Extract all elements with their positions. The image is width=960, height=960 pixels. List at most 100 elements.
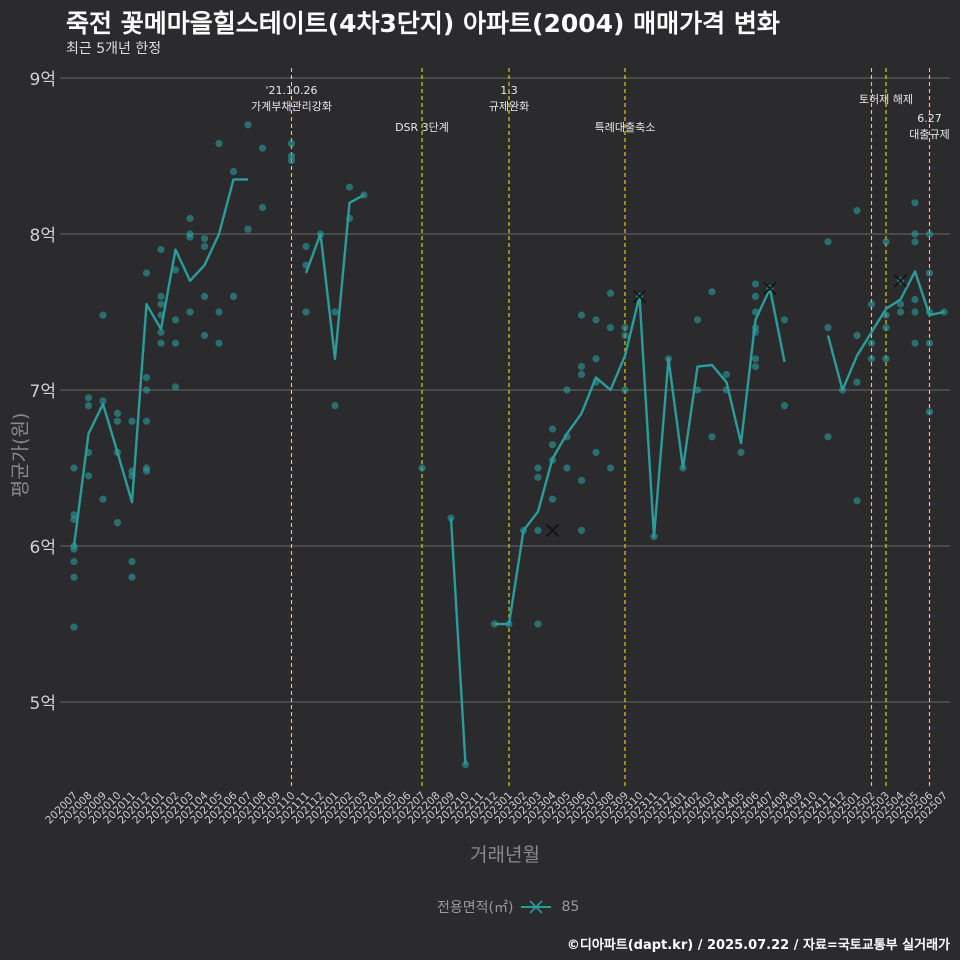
transaction-point <box>577 363 586 371</box>
transaction-point <box>157 328 165 336</box>
transaction-point <box>896 300 905 308</box>
transaction-point <box>200 242 209 251</box>
transaction-point <box>751 355 760 363</box>
event-label: 토허제 해제 <box>859 92 913 106</box>
cross-marker <box>545 523 560 537</box>
transaction-point <box>621 386 629 394</box>
transaction-point <box>200 292 209 300</box>
transaction-point <box>84 394 93 402</box>
transaction-point <box>911 308 919 316</box>
transaction-point <box>331 308 339 316</box>
transaction-point <box>693 386 702 394</box>
transaction-point <box>911 199 919 207</box>
transaction-point <box>882 324 890 332</box>
transaction-point <box>911 339 919 347</box>
transaction-point <box>142 386 151 394</box>
transaction-point <box>577 370 586 378</box>
transaction-point <box>708 433 716 441</box>
transaction-point <box>722 370 731 378</box>
grid-layer <box>60 77 950 703</box>
transaction-point <box>157 300 165 308</box>
transaction-point <box>142 417 151 425</box>
transaction-point <box>171 383 180 391</box>
transaction-point <box>824 238 832 246</box>
transaction-point <box>548 425 557 433</box>
cross-marker <box>763 282 777 296</box>
event-label: '21.10.26 <box>265 84 317 97</box>
transaction-point <box>853 331 861 339</box>
transaction-point <box>911 230 919 238</box>
transaction-point <box>70 623 78 631</box>
chart-subtitle: 최근 5개년 한정 <box>66 41 162 57</box>
transaction-point <box>113 409 122 417</box>
transaction-point <box>171 339 180 347</box>
transaction-point <box>824 324 832 332</box>
transaction-point <box>592 316 600 324</box>
source-footer: ©디아파트(dapt.kr) / 2025.07.22 / 자료=국토교통부 실… <box>566 938 950 953</box>
transaction-point <box>606 289 615 297</box>
transaction-point <box>345 183 354 191</box>
transaction-point <box>418 464 426 472</box>
transaction-point <box>128 417 136 425</box>
y-tick-label: 6억 <box>30 538 56 558</box>
legend-key-icon <box>521 900 552 914</box>
y-tick-labels: 5억 6억 7억 8억 9억 <box>30 70 56 714</box>
chart-title: 죽전 꽃메마을힐스테이트(4차3단지) 아파트(2004) 매매가격 변화 <box>66 9 780 38</box>
transaction-point <box>925 339 934 347</box>
y-tick-label: 9억 <box>30 70 56 90</box>
transaction-point <box>867 339 876 347</box>
transaction-point <box>780 402 789 410</box>
average-price-line <box>494 287 786 626</box>
average-price-line <box>72 178 248 547</box>
transaction-point <box>592 355 600 363</box>
transaction-point <box>592 448 600 456</box>
transaction-point <box>186 308 194 316</box>
average-price-line <box>304 193 365 360</box>
transaction-point <box>157 292 165 300</box>
event-label: 규제완화 <box>489 100 529 113</box>
transaction-point <box>128 573 136 581</box>
transaction-point <box>186 214 194 222</box>
transaction-point <box>302 242 310 251</box>
transaction-point <box>751 363 760 371</box>
transaction-point <box>331 402 339 410</box>
event-label: 특례대출축소 <box>595 121 656 134</box>
transaction-point <box>751 280 760 288</box>
event-label: 6.27 <box>917 112 942 125</box>
average-price-line <box>826 270 945 392</box>
transaction-point <box>621 324 629 332</box>
y-tick-label: 8억 <box>30 226 56 246</box>
transaction-point <box>563 464 571 472</box>
cross-marker <box>632 289 647 303</box>
legend-title: 전용면적(㎡) <box>437 900 514 916</box>
cross-layer <box>545 274 908 537</box>
transaction-point <box>577 476 586 485</box>
transaction-point <box>99 311 107 319</box>
transaction-point <box>534 620 542 628</box>
transaction-point <box>606 324 615 332</box>
transaction-point <box>911 295 919 304</box>
transaction-point <box>853 497 861 505</box>
transaction-point <box>925 408 934 416</box>
transaction-point <box>824 433 832 441</box>
transaction-point <box>287 139 296 148</box>
transaction-point <box>606 464 615 472</box>
transaction-point <box>534 473 542 481</box>
transaction-point <box>302 308 310 316</box>
transaction-point <box>142 467 151 475</box>
legend: 전용면적(㎡) 85 <box>437 896 579 918</box>
event-label: DSR 3단계 <box>395 121 449 134</box>
event-label: 가계부채관리강화 <box>251 100 332 113</box>
transaction-point <box>621 331 629 339</box>
event-label: 대출규제 <box>909 128 949 141</box>
transaction-point <box>911 238 919 246</box>
transaction-point <box>70 515 78 524</box>
transaction-point <box>548 441 557 449</box>
transaction-point <box>99 495 107 503</box>
transaction-point <box>534 526 542 535</box>
transaction-point <box>113 519 122 527</box>
y-tick-label: 5억 <box>30 694 56 714</box>
transaction-point <box>853 207 861 215</box>
